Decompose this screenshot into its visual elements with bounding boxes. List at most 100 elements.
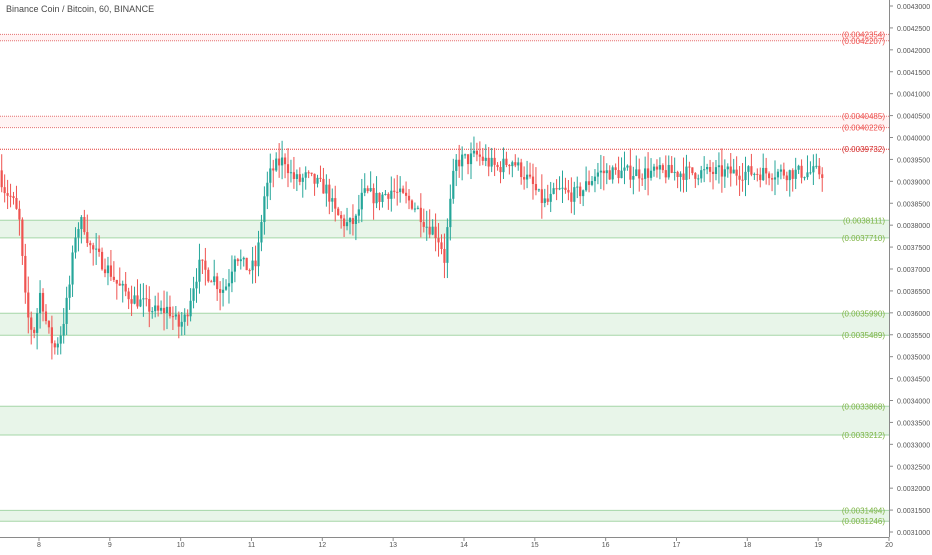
candle-body bbox=[369, 188, 372, 192]
candle-body bbox=[661, 165, 664, 171]
x-tick-label: 13 bbox=[389, 542, 397, 549]
candle-body bbox=[528, 174, 532, 177]
candle-body bbox=[641, 178, 644, 180]
candle-body bbox=[207, 269, 210, 282]
candle-body bbox=[159, 307, 163, 311]
candle-body bbox=[174, 314, 177, 317]
candle-body bbox=[644, 168, 647, 179]
candle-body bbox=[585, 181, 588, 191]
candle-body bbox=[773, 177, 777, 180]
candle-body bbox=[275, 158, 278, 171]
candle-body bbox=[204, 260, 207, 270]
candle-body bbox=[165, 306, 169, 313]
candle-body bbox=[331, 198, 334, 202]
y-tick-label: 0.0035000 bbox=[897, 355, 930, 362]
candle-body bbox=[127, 291, 130, 300]
y-tick-label: 0.0039000 bbox=[897, 179, 930, 186]
candle-body bbox=[103, 269, 107, 274]
candle-body bbox=[118, 283, 121, 286]
candle-body bbox=[534, 184, 538, 191]
candle-body bbox=[322, 178, 325, 194]
candle-body bbox=[803, 177, 806, 179]
candle-body bbox=[649, 170, 653, 178]
candle-body bbox=[219, 289, 222, 293]
level-label: (0.0040485) bbox=[842, 112, 885, 121]
candle-body bbox=[422, 222, 425, 227]
candle-body bbox=[525, 174, 529, 180]
y-tick-label: 0.0043000 bbox=[897, 4, 930, 11]
candle-body bbox=[729, 166, 732, 174]
candle-body bbox=[599, 170, 602, 173]
level-label: (0.0039732) bbox=[842, 145, 885, 154]
candle-body bbox=[278, 158, 281, 166]
candle-body bbox=[785, 175, 788, 181]
candle-body bbox=[289, 172, 293, 174]
candle-body bbox=[679, 173, 682, 177]
candle-body bbox=[77, 229, 80, 238]
candle-body bbox=[354, 215, 357, 224]
level-label: (0.0031246) bbox=[842, 517, 885, 526]
candle-body bbox=[363, 188, 366, 193]
level-label: (0.0042207) bbox=[842, 37, 885, 46]
candle-body bbox=[587, 181, 591, 185]
candle-body bbox=[570, 192, 573, 202]
candle-body bbox=[443, 248, 446, 263]
level-label: (0.0033212) bbox=[842, 431, 885, 440]
candle-body bbox=[98, 248, 101, 252]
candle-body bbox=[195, 281, 198, 289]
candle-body bbox=[345, 222, 349, 227]
candle-body bbox=[65, 297, 68, 324]
candle-body bbox=[3, 187, 6, 194]
candle-body bbox=[121, 283, 124, 286]
candle-body bbox=[711, 171, 715, 174]
candle-body bbox=[466, 154, 470, 165]
candle-body bbox=[221, 289, 225, 293]
candle-body bbox=[593, 176, 597, 182]
candle-body bbox=[629, 165, 632, 180]
y-tick-label: 0.0040500 bbox=[897, 114, 930, 121]
y-tick-label: 0.0037500 bbox=[897, 245, 930, 252]
support-zone bbox=[0, 406, 889, 436]
candle-body bbox=[171, 316, 174, 318]
candle-body bbox=[700, 170, 703, 179]
candle-body bbox=[139, 299, 142, 307]
candle-body bbox=[298, 174, 301, 182]
candle-body bbox=[617, 170, 620, 179]
candle-body bbox=[517, 162, 520, 166]
y-tick-label: 0.0042500 bbox=[897, 26, 930, 33]
candle-body bbox=[602, 170, 605, 174]
candle-body bbox=[437, 238, 440, 243]
y-tick-label: 0.0035500 bbox=[897, 333, 930, 340]
resistance-zone bbox=[0, 116, 889, 128]
candle-body bbox=[546, 198, 549, 202]
y-tick-label: 0.0032500 bbox=[897, 464, 930, 471]
x-tick-label: 11 bbox=[248, 542, 255, 549]
candle-body bbox=[788, 170, 791, 181]
candle-body bbox=[449, 198, 452, 228]
candle-body bbox=[83, 217, 86, 233]
candle-body bbox=[47, 321, 51, 328]
candle-body bbox=[18, 208, 21, 220]
candle-body bbox=[130, 299, 133, 304]
candle-body bbox=[791, 170, 794, 179]
candle-body bbox=[337, 208, 340, 216]
candle-body bbox=[316, 177, 319, 184]
candle-body bbox=[703, 169, 706, 171]
candle-body bbox=[378, 192, 381, 202]
candle-body bbox=[475, 150, 479, 155]
candle-body bbox=[186, 314, 189, 317]
y-tick-label: 0.0036500 bbox=[897, 289, 930, 296]
chart-title: Binance Coin / Bitcoin, 60, BINANCE bbox=[6, 4, 155, 14]
candle-body bbox=[434, 226, 437, 239]
candle-body bbox=[782, 169, 785, 176]
candle-body bbox=[620, 170, 623, 179]
y-tick-label: 0.0031000 bbox=[897, 530, 930, 537]
candle-body bbox=[520, 162, 523, 178]
candle-body bbox=[92, 245, 95, 250]
candle-body bbox=[776, 171, 780, 178]
candle-body bbox=[100, 251, 104, 270]
candle-body bbox=[115, 279, 118, 284]
candle-body bbox=[472, 150, 476, 154]
